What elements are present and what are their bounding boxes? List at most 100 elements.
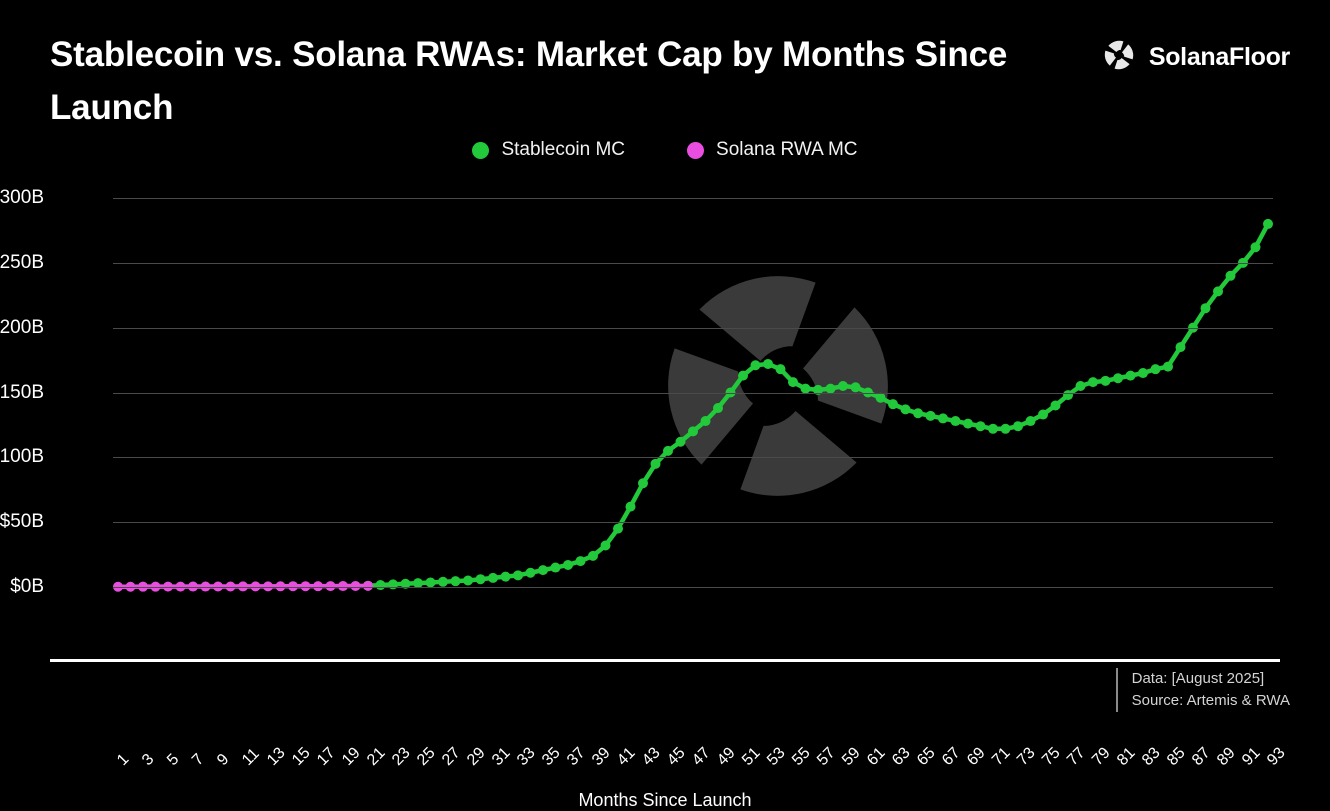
data-point[interactable] <box>1263 218 1273 229</box>
data-point[interactable] <box>600 540 611 551</box>
legend-swatch-stablecoin <box>472 141 490 159</box>
data-point[interactable] <box>1213 286 1223 297</box>
data-point[interactable] <box>950 416 961 427</box>
data-point[interactable] <box>700 416 711 427</box>
data-point[interactable] <box>775 364 786 375</box>
data-point[interactable] <box>1125 370 1136 381</box>
data-point[interactable] <box>188 581 198 592</box>
data-point[interactable] <box>1225 270 1236 281</box>
y-axis-tick-label: $0B <box>10 576 44 597</box>
data-point[interactable] <box>113 581 123 592</box>
data-point[interactable] <box>1250 242 1261 253</box>
data-point[interactable] <box>563 559 573 570</box>
data-point[interactable] <box>613 523 623 534</box>
data-point[interactable] <box>163 581 173 592</box>
data-point[interactable] <box>288 581 298 592</box>
data-point[interactable] <box>263 581 273 592</box>
data-point[interactable] <box>850 382 861 393</box>
data-point[interactable] <box>1175 342 1186 353</box>
data-point[interactable] <box>350 580 361 591</box>
data-point[interactable] <box>575 556 586 567</box>
legend-item-solana-rwa[interactable]: Solana RWA MC <box>687 139 858 161</box>
data-point[interactable] <box>1138 368 1148 379</box>
data-point[interactable] <box>238 581 248 592</box>
x-axis-tick-label: 77 <box>1064 744 1089 770</box>
data-point[interactable] <box>1200 303 1211 314</box>
data-point[interactable] <box>450 576 461 587</box>
data-point[interactable] <box>638 478 648 489</box>
data-point[interactable] <box>913 408 923 419</box>
data-point[interactable] <box>313 581 323 592</box>
data-point[interactable] <box>338 581 348 592</box>
data-point[interactable] <box>688 426 698 437</box>
data-point[interactable] <box>200 581 211 592</box>
data-point[interactable] <box>250 581 261 592</box>
x-axis-tick-label: 85 <box>1164 744 1189 770</box>
data-point[interactable] <box>213 581 223 592</box>
data-point[interactable] <box>375 580 386 591</box>
data-point[interactable] <box>1025 416 1036 427</box>
data-point[interactable] <box>513 570 523 581</box>
data-point[interactable] <box>538 565 548 576</box>
data-point[interactable] <box>150 581 161 592</box>
data-point[interactable] <box>488 572 498 583</box>
data-point[interactable] <box>1075 381 1086 392</box>
data-point[interactable] <box>475 574 486 585</box>
x-axis-tick-label: 91 <box>1239 744 1264 770</box>
data-point[interactable] <box>813 384 823 395</box>
data-point[interactable] <box>975 421 986 432</box>
data-point[interactable] <box>938 413 948 424</box>
data-point[interactable] <box>525 567 536 578</box>
data-point[interactable] <box>738 370 748 381</box>
x-axis-tick-label: 35 <box>539 744 564 770</box>
data-point[interactable] <box>888 399 898 410</box>
data-point[interactable] <box>788 377 798 388</box>
legend-item-stablecoin[interactable]: Stablecoin MC <box>472 139 625 161</box>
data-point[interactable] <box>1150 364 1161 375</box>
data-point[interactable] <box>900 404 911 415</box>
data-point[interactable] <box>625 501 636 512</box>
data-point[interactable] <box>838 381 848 392</box>
data-point[interactable] <box>1000 423 1011 434</box>
data-point[interactable] <box>438 576 448 587</box>
data-point[interactable] <box>463 575 473 586</box>
data-point[interactable] <box>138 581 148 592</box>
data-point[interactable] <box>1088 377 1098 388</box>
data-point[interactable] <box>125 581 136 592</box>
data-point[interactable] <box>1050 400 1061 411</box>
data-point[interactable] <box>1013 421 1023 432</box>
data-point[interactable] <box>988 423 998 434</box>
x-axis-tick-label: 13 <box>264 744 289 770</box>
data-point[interactable] <box>413 578 423 589</box>
data-point[interactable] <box>550 562 561 573</box>
data-point[interactable] <box>713 403 723 414</box>
plot-area: $0B$50B$100B$150B$200B$250B$300B 1357911… <box>0 170 1330 810</box>
data-point[interactable] <box>425 577 436 588</box>
data-point[interactable] <box>1038 409 1048 420</box>
data-point[interactable] <box>325 581 336 592</box>
data-point[interactable] <box>1100 375 1111 386</box>
data-point[interactable] <box>1163 361 1173 372</box>
data-point[interactable] <box>675 436 686 447</box>
data-point[interactable] <box>875 392 886 403</box>
data-point[interactable] <box>925 410 936 421</box>
data-point[interactable] <box>825 383 836 394</box>
data-point[interactable] <box>300 581 311 592</box>
data-point[interactable] <box>225 581 236 592</box>
data-point[interactable] <box>363 580 373 591</box>
data-point[interactable] <box>500 571 511 582</box>
data-point[interactable] <box>175 581 186 592</box>
chart-page: Stablecoin vs. Solana RWAs: Market Cap b… <box>0 35 1330 810</box>
data-point[interactable] <box>1113 373 1123 384</box>
data-point[interactable] <box>763 358 773 369</box>
data-point[interactable] <box>663 445 673 456</box>
data-point[interactable] <box>275 581 286 592</box>
data-point[interactable] <box>800 383 811 394</box>
data-point[interactable] <box>588 550 598 561</box>
legend-swatch-solana-rwa <box>687 141 705 159</box>
data-point[interactable] <box>388 579 398 590</box>
data-point[interactable] <box>650 458 661 469</box>
data-point[interactable] <box>750 360 761 371</box>
data-point[interactable] <box>963 418 973 429</box>
data-point[interactable] <box>400 578 411 589</box>
